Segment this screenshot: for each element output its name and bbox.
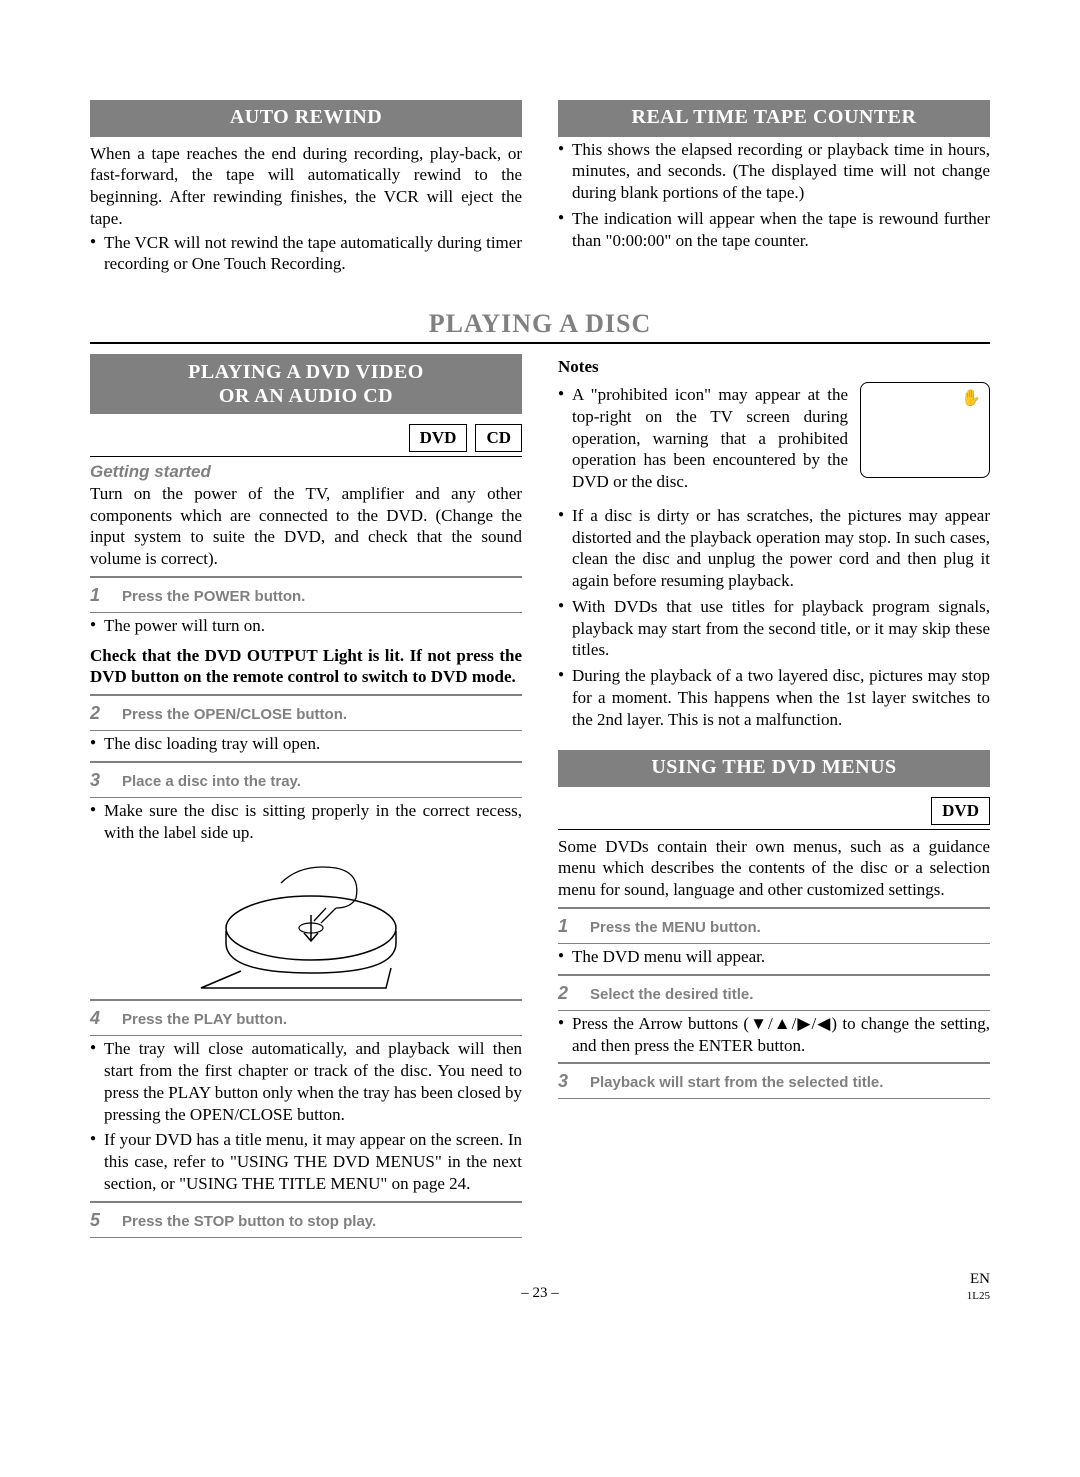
menu-step-1: 1 Press the MENU button. The DVD menu wi… (558, 907, 990, 968)
step-number: 1 (90, 584, 108, 607)
list-item: If a disc is dirty or has scratches, the… (558, 505, 990, 592)
rule (90, 1201, 522, 1203)
footer-code: 1L25 (967, 1289, 990, 1303)
rule (90, 761, 522, 763)
rule (558, 907, 990, 909)
rule (90, 999, 522, 1001)
menu-step-3: 3 Playback will start from the selected … (558, 1062, 990, 1099)
tape-counter-bullets: This shows the elapsed recording or play… (558, 139, 990, 252)
check-dvd-output-text: Check that the DVD OUTPUT Light is lit. … (90, 645, 522, 689)
rule (90, 797, 522, 798)
step-number: 3 (558, 1070, 576, 1093)
rule (90, 612, 522, 613)
menus-disc-row: DVD (558, 797, 990, 825)
list-item: This shows the elapsed recording or play… (558, 139, 990, 204)
rule (90, 576, 522, 578)
rule (90, 456, 522, 457)
tv-screen-illustration: ✋ (860, 382, 990, 478)
menus-intro: Some DVDs contain their own menus, such … (558, 836, 990, 901)
rule (558, 1098, 990, 1099)
step-3: 3 Place a disc into the tray. Make sure … (90, 761, 522, 844)
rule (558, 943, 990, 944)
list-item: Press the Arrow buttons (▼/▲/▶/◀) to cha… (558, 1013, 990, 1057)
list-item: A "prohibited icon" may appear at the to… (558, 384, 848, 493)
list-item: The DVD menu will appear. (558, 946, 990, 968)
top-section: Auto Rewind When a tape reaches the end … (90, 100, 990, 279)
list-item: If your DVD has a title menu, it may app… (90, 1129, 522, 1194)
list-item: The indication will appear when the tape… (558, 208, 990, 252)
step-label: Playback will start from the selected ti… (590, 1073, 883, 1092)
rule (558, 1062, 990, 1064)
notes-first-row: A "prohibited icon" may appear at the to… (558, 382, 990, 497)
list-item: During the playback of a two layered dis… (558, 665, 990, 730)
step-label: Press the STOP button to stop play. (122, 1212, 376, 1231)
step-number: 3 (90, 769, 108, 792)
auto-rewind-header: Auto Rewind (90, 100, 522, 137)
rule (558, 829, 990, 830)
menu-step-2: 2 Select the desired title. Press the Ar… (558, 974, 990, 1057)
dvd-badge: DVD (931, 797, 990, 825)
page-number: – 23 – (521, 1284, 559, 1303)
top-left-col: Auto Rewind When a tape reaches the end … (90, 100, 522, 279)
rule (558, 1010, 990, 1011)
right-column: Notes A "prohibited icon" may appear at … (558, 354, 990, 1237)
rule (90, 694, 522, 696)
step-number: 4 (90, 1007, 108, 1030)
list-item: The disc loading tray will open. (90, 733, 522, 755)
tape-counter-header: Real Time Tape Counter (558, 100, 990, 137)
list-item: Make sure the disc is sitting properly i… (90, 800, 522, 844)
getting-started-label: Getting started (90, 461, 522, 483)
step-1: 1 Press the POWER button. The power will… (90, 576, 522, 637)
rule (90, 1237, 522, 1238)
rule (90, 1035, 522, 1036)
step-label: Press the POWER button. (122, 587, 305, 606)
step-label: Place a disc into the tray. (122, 772, 301, 791)
step-label: Press the PLAY button. (122, 1010, 287, 1029)
notes-heading: Notes (558, 356, 990, 378)
header-line-2: or an Audio CD (219, 385, 393, 407)
auto-rewind-paragraph: When a tape reaches the end during recor… (90, 143, 522, 230)
auto-rewind-bullets: The VCR will not rewind the tape automat… (90, 232, 522, 276)
page-footer: – 23 – EN 1L25 (90, 1270, 990, 1300)
playing-disc-title: PLAYING A DISC (90, 307, 990, 344)
cd-badge: CD (475, 424, 522, 452)
footer-lang: EN (970, 1271, 990, 1287)
top-right-col: Real Time Tape Counter This shows the el… (558, 100, 990, 279)
disc-type-row: DVD CD (90, 424, 522, 452)
left-column: Playing a DVD Video or an Audio CD DVD C… (90, 354, 522, 1237)
step-label: Press the OPEN/CLOSE button. (122, 705, 347, 724)
getting-started-text: Turn on the power of the TV, amplifier a… (90, 483, 522, 570)
step-label: Press the MENU button. (590, 918, 761, 937)
header-line-1: Playing a DVD Video (188, 361, 424, 383)
rule (558, 974, 990, 976)
list-item: The VCR will not rewind the tape automat… (90, 232, 522, 276)
dvd-menus-header: Using the DVD Menus (558, 750, 990, 787)
playing-dvd-header: Playing a DVD Video or an Audio CD (90, 354, 522, 414)
dvd-badge: DVD (409, 424, 468, 452)
step-4: 4 Press the PLAY button. The tray will c… (90, 999, 522, 1194)
step-number: 5 (90, 1209, 108, 1232)
step-2: 2 Press the OPEN/CLOSE button. The disc … (90, 694, 522, 755)
step-5: 5 Press the STOP button to stop play. (90, 1201, 522, 1238)
step-number: 2 (90, 702, 108, 725)
step-label: Select the desired title. (590, 985, 753, 1004)
rule (90, 730, 522, 731)
main-section: Playing a DVD Video or an Audio CD DVD C… (90, 354, 990, 1237)
list-item: With DVDs that use titles for playback p… (558, 596, 990, 661)
prohibited-icon: ✋ (961, 389, 981, 409)
step-number: 2 (558, 982, 576, 1005)
notes-bullets: If a disc is dirty or has scratches, the… (558, 505, 990, 731)
list-item: The power will turn on. (90, 615, 522, 637)
disc-tray-illustration (186, 853, 426, 993)
step-number: 1 (558, 915, 576, 938)
list-item: The tray will close automatically, and p… (90, 1038, 522, 1125)
